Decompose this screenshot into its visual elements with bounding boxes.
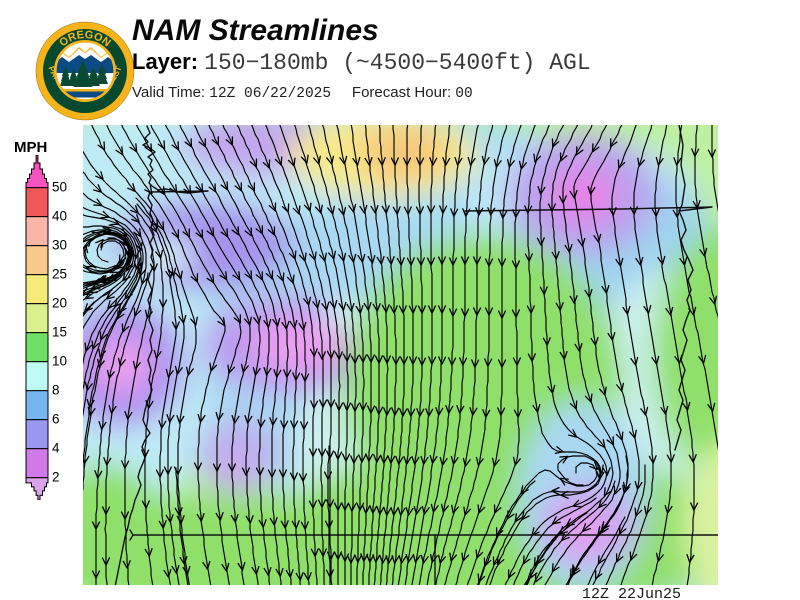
svg-text:50: 50 [52,180,67,195]
svg-text:40: 40 [52,209,67,224]
svg-text:2: 2 [52,470,60,485]
svg-text:6: 6 [52,412,60,427]
svg-text:4: 4 [52,441,60,456]
svg-text:30: 30 [52,238,67,253]
svg-text:10: 10 [52,354,67,369]
svg-text:20: 20 [52,296,67,311]
svg-text:8: 8 [52,383,60,398]
svg-text:25: 25 [52,267,67,282]
svg-text:15: 15 [52,325,67,340]
